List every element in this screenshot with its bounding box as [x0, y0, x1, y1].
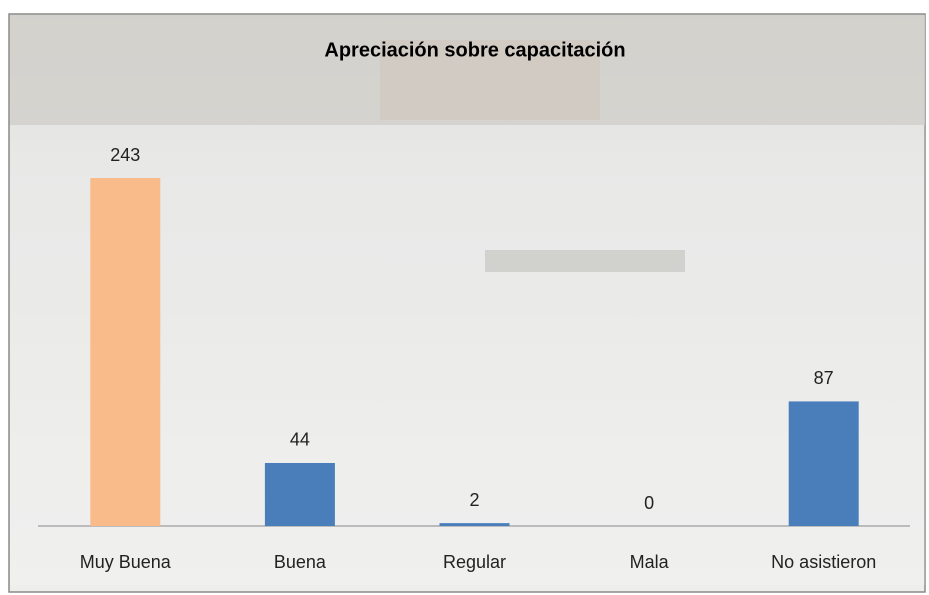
data-label: 2 — [469, 490, 479, 510]
data-label: 44 — [290, 430, 310, 450]
bar — [439, 523, 510, 526]
background-overlay — [10, 125, 925, 585]
background-wall — [380, 40, 600, 120]
chart-title: Apreciación sobre capacitación — [324, 39, 625, 61]
bar — [788, 401, 859, 526]
x-tick-label: Regular — [443, 552, 506, 572]
bar — [90, 178, 161, 527]
x-tick-label: No asistieron — [771, 552, 876, 572]
x-tick-label: Muy Buena — [80, 552, 172, 572]
data-label: 87 — [814, 368, 834, 388]
bar — [264, 462, 335, 526]
x-tick-label: Mala — [630, 552, 670, 572]
data-label: 0 — [644, 493, 654, 513]
background-slab — [485, 250, 685, 272]
data-label: 243 — [110, 145, 140, 165]
x-tick-label: Buena — [274, 552, 327, 572]
